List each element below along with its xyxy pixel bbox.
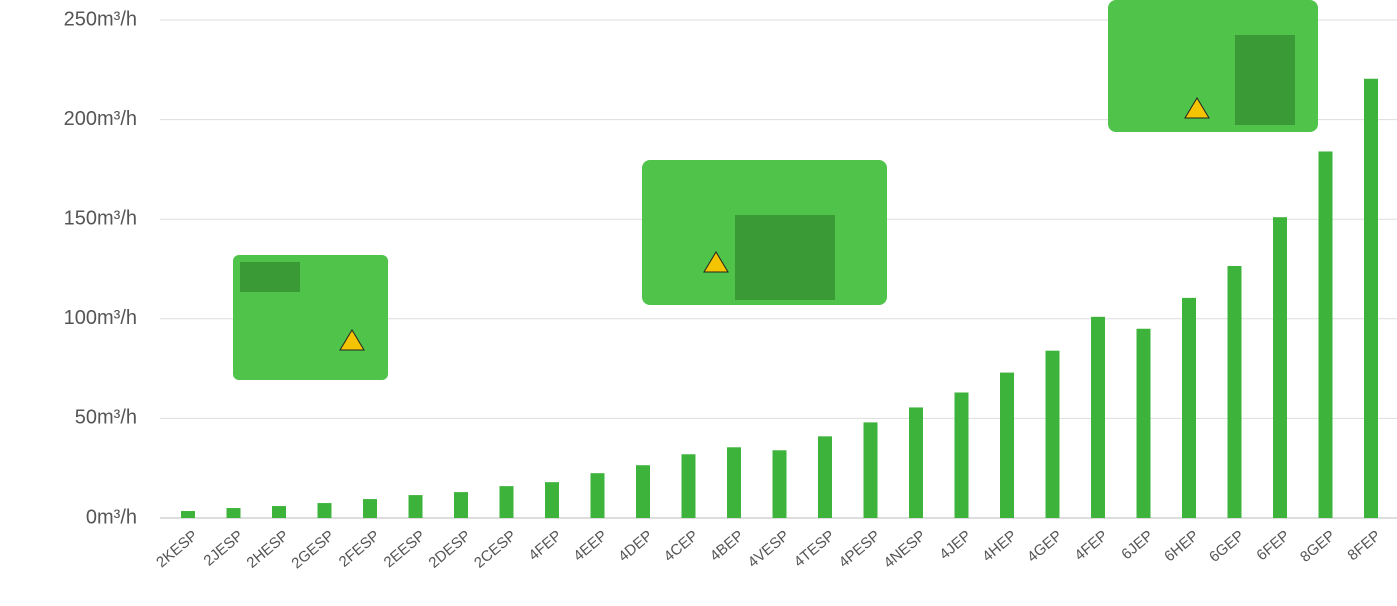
x-tick-label: 4VESP — [745, 527, 793, 571]
bar — [454, 492, 468, 518]
bar — [1000, 372, 1014, 518]
x-tick-label: 8FEP — [1344, 527, 1384, 564]
x-tick-label: 6GEP — [1206, 527, 1248, 566]
compressor-image — [1108, 0, 1318, 132]
bar — [863, 422, 878, 518]
bar — [772, 450, 787, 518]
x-tick-label: 4JEP — [936, 527, 974, 563]
x-tick-label: 4HEP — [979, 527, 1020, 565]
x-tick-label: 6JEP — [1118, 527, 1156, 563]
bar — [1227, 266, 1242, 518]
bar — [909, 407, 923, 518]
x-tick-label: 2FESP — [336, 527, 383, 571]
x-tick-label: 2EESP — [381, 527, 429, 571]
bar — [1136, 328, 1151, 518]
x-tick-label: 2GESP — [288, 527, 337, 572]
bar — [727, 447, 741, 518]
bar — [636, 465, 650, 518]
bar — [499, 486, 514, 518]
bar — [317, 503, 332, 518]
x-tick-label: 6FEP — [1253, 527, 1293, 564]
x-tick-label: 2CESP — [471, 527, 520, 572]
x-tick-label: 4EEP — [570, 527, 610, 565]
bar — [545, 482, 559, 518]
x-tick-label: 2KESP — [153, 527, 201, 571]
x-tick-label: 2HESP — [244, 527, 293, 572]
bar — [1364, 78, 1378, 518]
bar — [408, 495, 423, 518]
y-tick-label: 200m³/h — [64, 108, 137, 130]
bar — [181, 511, 195, 518]
bar — [1045, 350, 1060, 518]
bar — [681, 454, 696, 518]
compressor-image — [233, 255, 388, 380]
bar — [1273, 217, 1287, 518]
x-tick-label: 4DEP — [615, 527, 656, 565]
x-tick-label: 4BEP — [707, 527, 747, 565]
x-tick-label: 2JESP — [201, 527, 247, 570]
x-tick-label: 4NESP — [881, 527, 930, 572]
bar — [226, 508, 241, 518]
y-tick-label: 100m³/h — [64, 307, 137, 329]
y-tick-label: 150m³/h — [64, 207, 137, 229]
bar — [590, 473, 605, 518]
x-tick-label: 4PESP — [836, 527, 884, 571]
bar — [363, 499, 377, 518]
y-tick-label: 0m³/h — [86, 506, 137, 528]
x-tick-label: 6HEP — [1161, 527, 1202, 565]
x-tick-label: 4CEP — [661, 527, 702, 565]
x-tick-label: 4TESP — [791, 527, 838, 571]
bar — [818, 436, 832, 518]
bar — [954, 392, 969, 518]
x-tick-label: 8GEP — [1297, 527, 1339, 566]
bar — [272, 506, 286, 518]
bar — [1182, 297, 1196, 518]
x-tick-label: 4GEP — [1024, 527, 1066, 566]
y-tick-label: 50m³/h — [75, 407, 137, 429]
x-tick-label: 2DESP — [426, 527, 475, 572]
bar — [1091, 316, 1105, 518]
bar — [1318, 151, 1333, 519]
x-tick-label: 4FEP — [1071, 527, 1111, 564]
compressor-image — [642, 160, 887, 305]
x-tick-label: 4FEP — [525, 527, 565, 564]
y-tick-label: 250m³/h — [64, 8, 137, 30]
